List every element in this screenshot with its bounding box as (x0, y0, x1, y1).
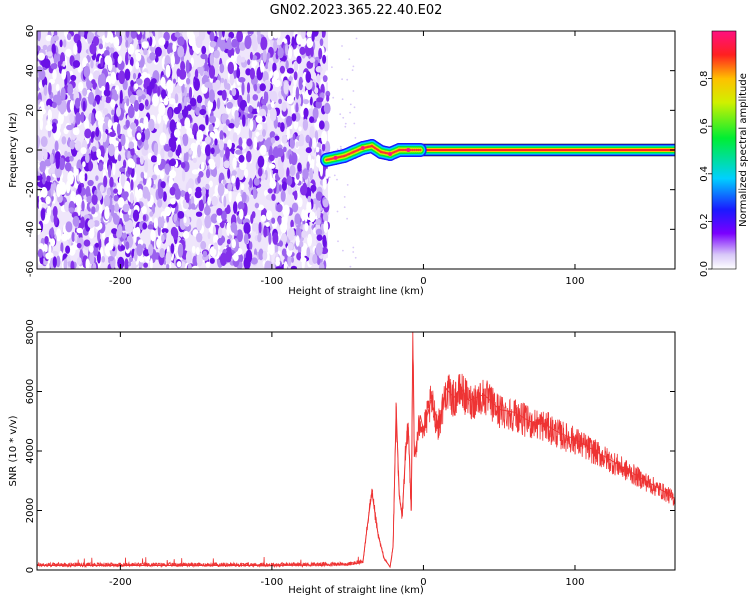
constant-band-layer (420, 149, 675, 151)
snr-y-tick-label: 6000 (25, 379, 36, 404)
snr-series-line (37, 358, 675, 569)
colorbar-tick-label: 0.2 (699, 213, 710, 229)
spectrogram-plot-area (37, 31, 675, 269)
colorbar-tick-label: 0.0 (699, 261, 710, 277)
spectrogram-x-tick-label: 0 (420, 276, 426, 287)
spectrogram-y-tick-label: -60 (25, 261, 36, 277)
snr-y-tick-label: 8000 (25, 319, 36, 344)
snr-x-tick-label: -100 (261, 577, 284, 588)
spectrogram-y-tick-label: 0 (25, 147, 36, 153)
noise-speckle (37, 31, 358, 269)
colorbar-ticks: 0.0 0.2 0.4 0.6 0.8 (699, 71, 712, 277)
snr-y-tick-label: 0 (25, 567, 36, 573)
spectrogram-x-tick-label: -200 (109, 276, 132, 287)
snr-y-tick-label: 2000 (25, 498, 36, 523)
spectrogram-y-tick-label: -40 (25, 221, 36, 237)
snr-x-tick-label: 100 (565, 577, 584, 588)
colorbar: 0.0 0.2 0.4 0.6 0.8 Normalized spectral ampl… (699, 30, 749, 277)
snr-x-tick-label: -200 (109, 577, 132, 588)
spectrogram-x-tick-label: 100 (565, 276, 584, 287)
snr-y-tick-label: 4000 (25, 438, 36, 463)
snr-plot-area (37, 332, 675, 569)
snr-x-axis-label: Height of straight line (km) (288, 585, 424, 596)
colorbar-label: Normalized spectral amplitude (738, 73, 749, 227)
spectrogram-y-tick-label: 40 (25, 64, 36, 77)
colorbar-tick-label: 0.4 (699, 166, 710, 182)
snr-x-tick-label: 0 (420, 577, 426, 588)
colorbar-tick-label: 0.8 (699, 71, 710, 87)
colorbar-tick-label: 0.6 (699, 118, 710, 134)
spectrogram-y-axis-label: Frequency (Hz) (8, 112, 19, 188)
snr-envelope-line (37, 332, 675, 569)
spectrogram-x-axis-label: Height of straight line (km) (288, 286, 424, 297)
spectrogram-y-tick-label: -20 (25, 181, 36, 197)
spectrogram-x-tick-label: -100 (261, 276, 284, 287)
colorbar-gradient (711, 30, 737, 270)
spectrogram-y-tick-label: 60 (25, 25, 36, 38)
snr-y-axis-label: SNR (10 * v/v) (8, 415, 19, 486)
spectrogram-y-tick-label: 20 (25, 104, 36, 117)
plot-title: GN02.2023.365.22.40.E02 (270, 3, 443, 18)
meteor-head-track (320, 139, 427, 167)
